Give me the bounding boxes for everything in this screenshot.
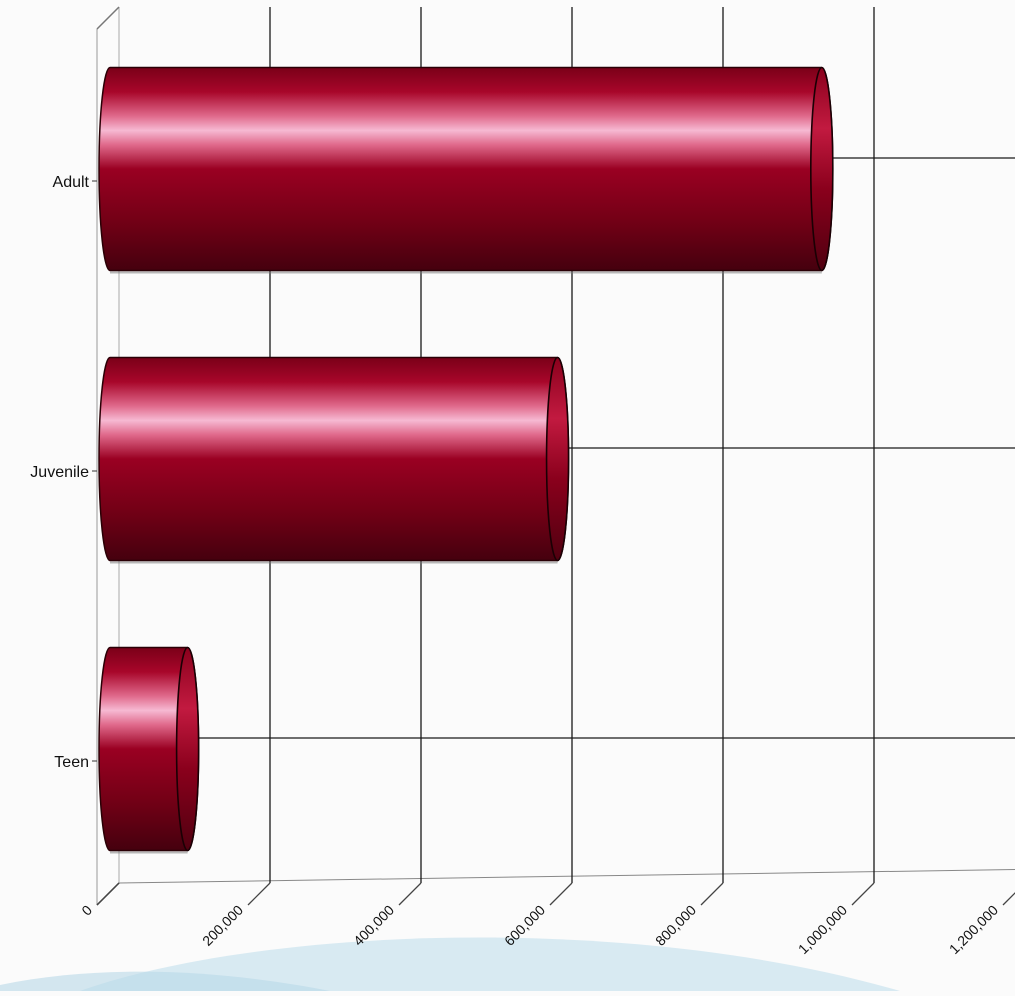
axis-depth-top xyxy=(96,6,120,30)
bar-end-cap xyxy=(545,356,570,562)
x-tick-label: 200,000 xyxy=(199,902,246,949)
background-wave-decor xyxy=(0,971,330,991)
floor-tick-connector xyxy=(1002,892,1015,906)
floor-tick-connector xyxy=(398,882,422,906)
bar-body xyxy=(98,356,570,562)
bar-end-cap xyxy=(175,646,200,852)
floor-tick-connector xyxy=(96,882,120,906)
bar-teen xyxy=(98,646,200,854)
background-wave-decor xyxy=(80,937,900,991)
x-tick-label: 1,000,000 xyxy=(795,902,851,958)
x-tick-label: 800,000 xyxy=(652,902,699,949)
floor-tick-connector xyxy=(247,882,271,906)
bar-adult xyxy=(98,66,834,274)
category-label: Teen xyxy=(54,754,89,771)
bar-end-cap xyxy=(809,66,834,272)
bar-body xyxy=(98,66,834,272)
bar-juvenile xyxy=(98,356,570,564)
category-label: Juvenile xyxy=(30,464,89,481)
floor-tick-connector xyxy=(700,882,724,906)
x-tick-label: 1,200,000 xyxy=(946,902,1002,958)
floor-tick-connector xyxy=(851,882,875,906)
floor-back-edge xyxy=(118,869,1015,884)
category-label: Adult xyxy=(53,174,90,191)
floor-tick-connector xyxy=(549,882,573,906)
x-tick-label: 0 xyxy=(78,902,95,919)
